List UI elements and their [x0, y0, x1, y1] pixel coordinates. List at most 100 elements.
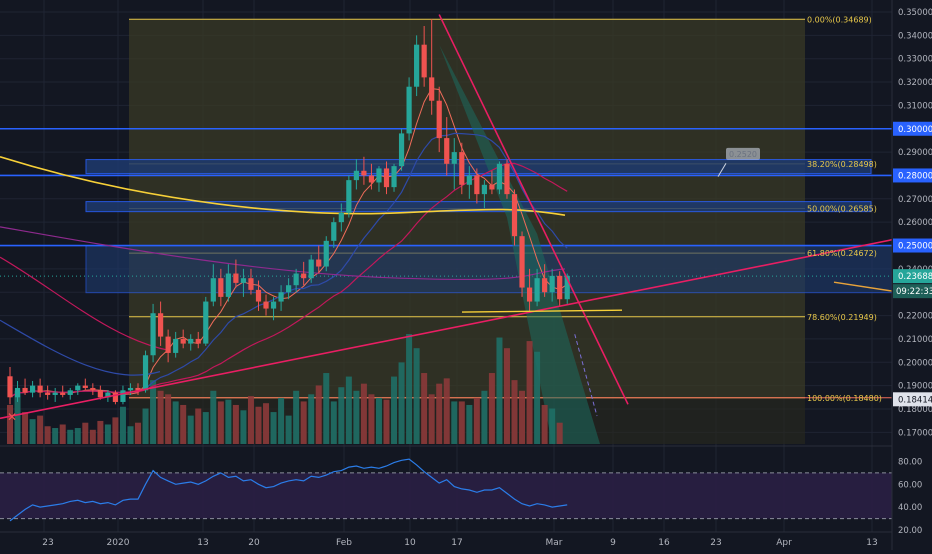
volume-bar	[89, 429, 96, 444]
level-price-box	[893, 238, 932, 253]
volume-bar	[488, 373, 495, 444]
resistance-zone-mid	[85, 201, 872, 213]
volume-bar	[556, 422, 563, 444]
volume-bar	[187, 415, 194, 444]
candle-body	[481, 184, 487, 195]
horizontal-levels[interactable]	[0, 127, 892, 399]
volume-bar	[534, 351, 541, 444]
volume-bar	[7, 404, 13, 444]
ma-red-tail	[0, 256, 171, 352]
candle-body	[82, 385, 88, 388]
fibonacci-retracement[interactable]	[129, 18, 805, 444]
last-price-label: 0.23688	[898, 272, 932, 282]
price-tick-label: 0.32000	[898, 78, 932, 88]
candle-body	[210, 278, 216, 302]
price-axis[interactable]: 0.35000 0.34000 0.33000 0.32000 0.31000 0.300…	[891, 0, 932, 550]
volume-bar	[549, 408, 556, 444]
volume-bar	[22, 412, 29, 444]
volume-bar	[466, 404, 473, 444]
volume-bar	[526, 341, 533, 444]
volume-bar	[104, 424, 111, 444]
candle-body	[338, 212, 344, 223]
fib-level-label: 78.60%(0.21949)	[807, 313, 877, 322]
candle-body	[270, 301, 277, 309]
volume-bar	[421, 373, 428, 444]
candle-body	[105, 392, 111, 398]
candle-body	[67, 390, 73, 395]
level-price-label: 0.25000	[898, 242, 932, 252]
candle-body	[240, 278, 247, 283]
level-price-label: 0.30000	[898, 125, 932, 135]
volume-bar	[473, 397, 480, 444]
candle-body	[376, 168, 382, 183]
volume-bar	[436, 383, 443, 444]
volume-bar	[315, 385, 322, 444]
trend-lines[interactable]: 0.2520 ✕	[0, 14, 932, 425]
candle-body	[323, 240, 329, 267]
volume-bar	[323, 373, 330, 444]
candle-body	[557, 275, 563, 300]
volume-bar	[157, 390, 164, 444]
volume-bar	[112, 417, 119, 444]
candle-body	[286, 285, 292, 293]
candle-body	[444, 138, 450, 164]
volume-bar	[210, 390, 217, 444]
measure-tag-text: 0.2520	[729, 150, 757, 159]
time-axis[interactable]: 23 2020 13 20 Feb 10 17 Mar 9 16 23 Apr 13	[0, 531, 892, 548]
price-tick-label: 0.22000	[898, 312, 932, 322]
candle-body	[361, 170, 367, 176]
time-tick-label: 16	[658, 538, 670, 548]
candle-body	[29, 385, 36, 393]
volume-bar	[451, 401, 458, 444]
candle-body	[158, 313, 164, 337]
volume-bar	[330, 401, 337, 444]
time-tick-label: Feb	[336, 538, 352, 548]
level-price-box	[893, 168, 932, 183]
price-tick-label: 0.21000	[898, 335, 932, 345]
candle-body	[534, 278, 540, 302]
candle-body	[75, 385, 81, 391]
candle-body	[346, 180, 352, 213]
support-resistance-zones[interactable]	[85, 159, 893, 294]
support-zone-lower	[85, 245, 893, 294]
volume-bar	[308, 394, 315, 444]
volume-bar	[458, 401, 465, 444]
volume-bar	[391, 376, 398, 444]
descending-trendline	[438, 14, 629, 405]
volume-bar	[37, 415, 44, 444]
candle-body	[37, 385, 43, 393]
volume-bar	[270, 412, 277, 444]
volume-bar	[338, 387, 345, 444]
price-tick-label: 0.17000	[898, 428, 932, 438]
candle-body	[564, 275, 570, 300]
price-tick-label: 0.33000	[898, 55, 932, 65]
countdown-label: 09:22:33	[896, 287, 932, 297]
candle-body	[436, 100, 442, 139]
x-marker-icon: ✕	[7, 410, 17, 424]
volume-bar	[135, 422, 142, 444]
volume-bar	[82, 422, 89, 444]
price-tick-label: 0.31000	[898, 101, 932, 111]
volume-bar	[398, 362, 405, 444]
candle-body	[233, 273, 239, 283]
rsi-line	[9, 458, 568, 522]
last-price-box	[893, 269, 932, 284]
volume-bar	[519, 390, 526, 444]
candle-body	[474, 175, 480, 195]
volume-bar	[263, 403, 270, 444]
price-tick-label: 0.27000	[898, 195, 932, 205]
volume-bar	[496, 337, 503, 444]
fib-level-label: 61.80%(0.24672)	[807, 249, 877, 258]
candle-body	[135, 387, 141, 391]
measure-tag-bg	[726, 147, 760, 160]
time-tick-label: Mar	[546, 538, 563, 548]
candle-body	[383, 168, 390, 188]
volume-bar	[127, 426, 134, 444]
candle-body	[14, 387, 21, 398]
volume-bar	[511, 380, 518, 444]
candle-body	[263, 301, 269, 309]
rsi-tick-label: 60.00	[898, 480, 922, 490]
level-price-label: 0.28000	[898, 171, 932, 181]
